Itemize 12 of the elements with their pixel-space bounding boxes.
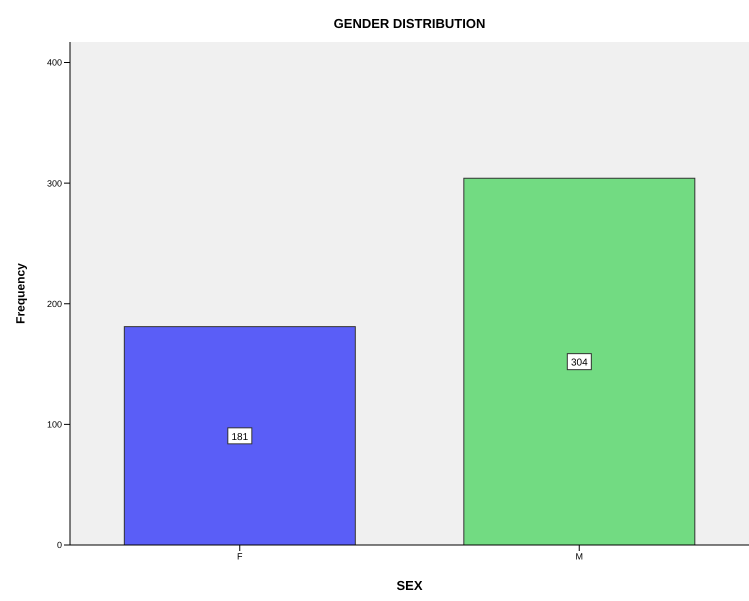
y-tick-label: 0 bbox=[56, 540, 62, 550]
x-tick-label: M bbox=[576, 551, 583, 562]
data-label: 181 bbox=[231, 432, 249, 443]
y-tick-label: 100 bbox=[46, 420, 62, 430]
chart-title: GENDER DISTRIBUTION bbox=[332, 16, 486, 31]
y-tick-label: 300 bbox=[46, 178, 62, 188]
y-tick-label: 400 bbox=[46, 58, 62, 68]
y-tick-label: 200 bbox=[46, 298, 62, 309]
y-axis-title: Frequency bbox=[13, 262, 28, 324]
data-label: 304 bbox=[570, 358, 588, 369]
x-tick-label: F bbox=[237, 551, 243, 562]
x-axis-title: SEX bbox=[396, 578, 423, 594]
